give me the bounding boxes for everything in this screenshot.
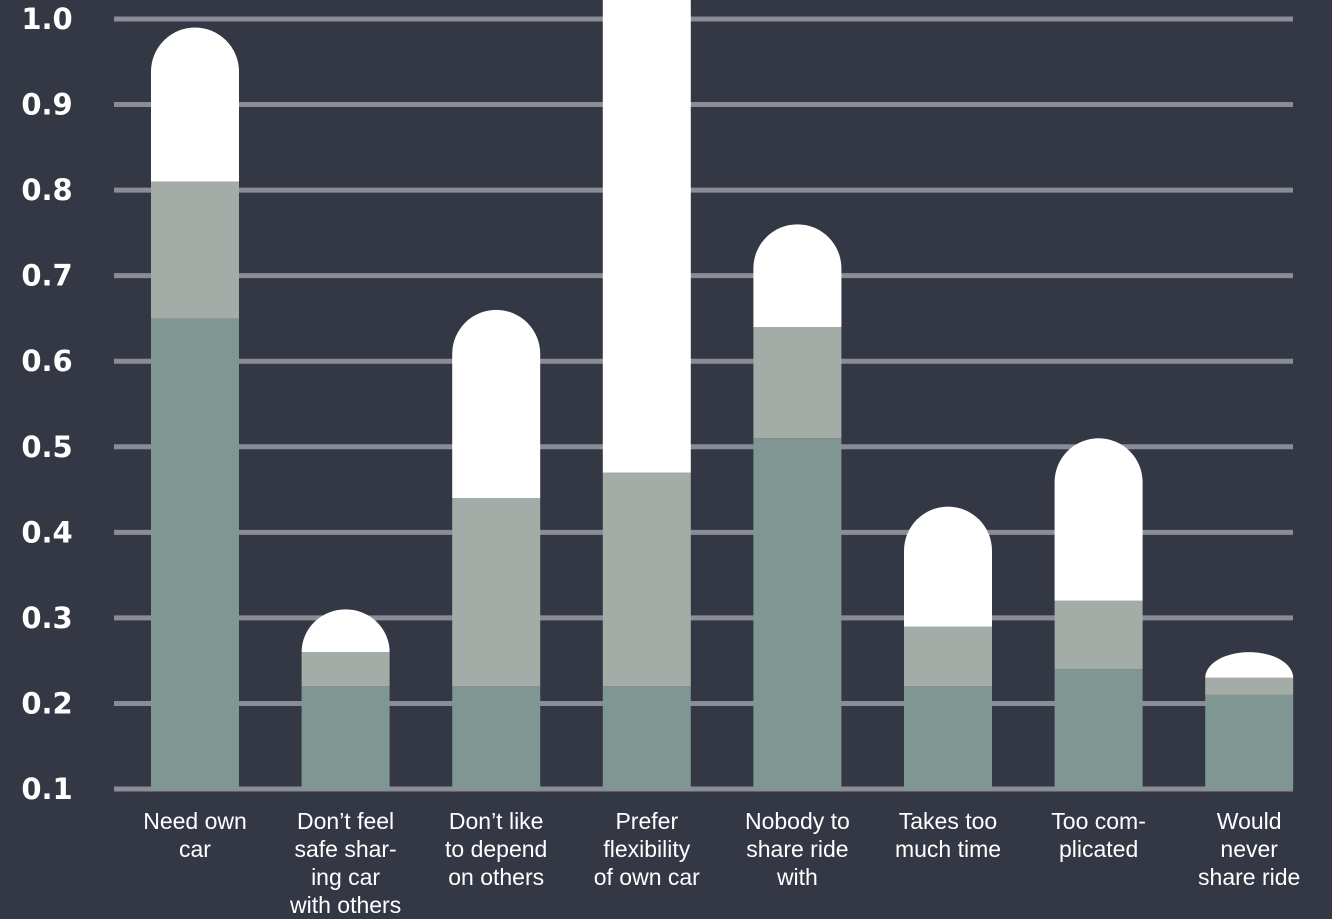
bar — [602, 0, 691, 789]
x-category-label: Too com-plicated — [1024, 807, 1174, 863]
x-category-label-line: Nobody to — [744, 808, 850, 834]
bar-segment-top — [151, 27, 239, 182]
bar — [151, 27, 239, 789]
x-category-label-line: Prefer — [615, 808, 679, 834]
y-tick-label: 0.1 — [21, 772, 72, 806]
x-category-label-line: Don’t like — [448, 808, 544, 834]
bar-segment-bottom — [452, 686, 541, 789]
x-category-label: Don’t like to depend on others — [421, 807, 571, 891]
bar — [753, 224, 842, 789]
bar-segment-middle — [1205, 677, 1294, 695]
bar-segment-middle — [452, 498, 541, 687]
y-tick-label: 0.6 — [21, 344, 72, 378]
x-category-label-line: plicated — [1058, 836, 1139, 862]
bar-segment-top — [1205, 652, 1294, 678]
x-category-label: Would never share ride — [1174, 807, 1324, 891]
x-category-label-line: Don’t feel — [297, 808, 395, 834]
y-tick-label: 1.0 — [21, 2, 72, 36]
bar — [1205, 652, 1294, 789]
bar-segment-bottom — [301, 686, 390, 789]
x-category-label: Takes too much time — [873, 807, 1023, 863]
bar — [1054, 438, 1143, 789]
x-category-label-line: Need own — [143, 808, 247, 834]
bar — [452, 309, 541, 789]
x-category-label-line: Too com- — [1051, 808, 1146, 834]
bar-segment-middle — [753, 327, 842, 439]
bar-segment-bottom — [1054, 669, 1143, 789]
y-axis-tick-labels: 0.1 0.2 0.3 0.4 0.5 0.6 0.7 0.8 0.9 1.0 — [21, 2, 72, 806]
x-category-label-line: share ride — [746, 836, 849, 862]
bar-segment-top — [753, 224, 842, 327]
bar-segment-top — [1054, 438, 1143, 601]
y-tick-label: 0.3 — [21, 601, 72, 635]
bars — [151, 0, 1294, 789]
x-category-label: Nobody to share ride with — [722, 807, 872, 891]
x-category-label-line: with — [776, 864, 818, 890]
x-category-label: Prefer flexibility of own car — [572, 807, 722, 891]
y-tick-label: 0.4 — [21, 515, 72, 549]
x-category-label-line: car — [179, 836, 211, 862]
x-category-label-line: to depend — [445, 836, 548, 862]
bar-segment-top — [904, 506, 992, 627]
x-category-label-line: of own car — [593, 864, 700, 890]
bar-segment-middle — [904, 626, 992, 687]
x-category-label-line: Takes too — [898, 808, 998, 834]
bar-segment-middle — [1054, 600, 1143, 670]
x-category-label-line: much time — [894, 836, 1002, 862]
x-category-label-line: never — [1220, 836, 1278, 862]
x-category-label: Don’t feel safe shar-ing car with others — [271, 807, 421, 919]
bar-segment-middle — [602, 472, 691, 687]
bar-segment-bottom — [1205, 694, 1294, 789]
x-category-label-line: flexibility — [603, 836, 691, 862]
x-category-label-line: with others — [289, 892, 402, 918]
x-category-label-line: safe shar- — [294, 836, 397, 862]
x-category-label-line: Would — [1216, 808, 1282, 834]
x-category-label-line: on others — [448, 864, 545, 890]
bar-segment-top — [452, 309, 541, 499]
bar-segment-middle — [301, 652, 390, 687]
bar-segment-bottom — [753, 438, 842, 789]
bar-segment-bottom — [151, 318, 239, 789]
bar — [301, 609, 390, 789]
bar-segment-bottom — [904, 686, 992, 789]
bar — [904, 506, 992, 789]
bar-segment-top — [301, 609, 390, 653]
y-tick-label: 0.8 — [21, 173, 72, 207]
bar-segment-top — [602, 0, 691, 473]
y-tick-label: 0.9 — [21, 88, 72, 122]
bar-segment-middle — [151, 181, 239, 319]
y-tick-label: 0.7 — [21, 259, 72, 293]
x-category-label-line: ing car — [311, 864, 381, 890]
x-category-label-line: share ride — [1198, 864, 1301, 890]
x-category-label: Need own car — [120, 807, 270, 863]
bar-segment-bottom — [602, 686, 691, 789]
y-tick-label: 0.5 — [21, 430, 72, 464]
y-tick-label: 0.2 — [21, 686, 72, 720]
